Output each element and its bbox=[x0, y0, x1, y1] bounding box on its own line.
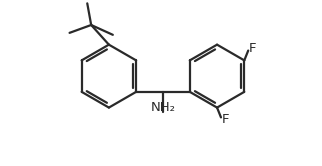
Text: F: F bbox=[249, 42, 257, 55]
Text: F: F bbox=[222, 113, 230, 126]
Text: NH₂: NH₂ bbox=[150, 101, 175, 115]
